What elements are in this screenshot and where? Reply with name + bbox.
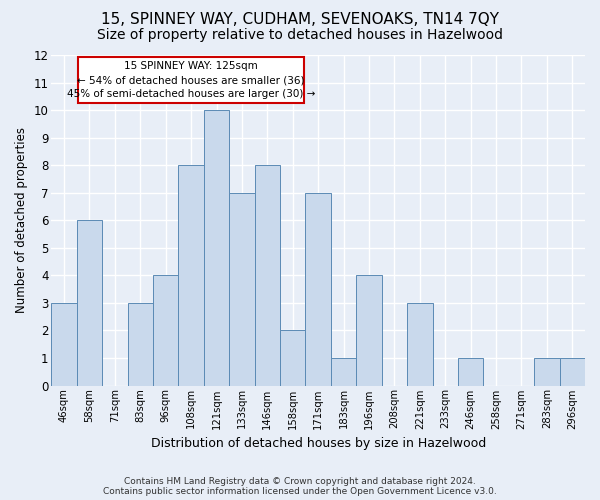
FancyBboxPatch shape	[78, 57, 304, 103]
Bar	[356, 276, 382, 386]
Bar	[153, 276, 178, 386]
Bar	[305, 192, 331, 386]
Text: Contains HM Land Registry data © Crown copyright and database right 2024.: Contains HM Land Registry data © Crown c…	[124, 477, 476, 486]
Bar	[331, 358, 356, 386]
Bar	[229, 192, 254, 386]
Bar	[534, 358, 560, 386]
Y-axis label: Number of detached properties: Number of detached properties	[15, 128, 28, 314]
Bar	[52, 303, 77, 386]
Bar	[254, 165, 280, 386]
Text: Size of property relative to detached houses in Hazelwood: Size of property relative to detached ho…	[97, 28, 503, 42]
Text: Contains public sector information licensed under the Open Government Licence v3: Contains public sector information licen…	[103, 487, 497, 496]
Bar	[178, 165, 204, 386]
Bar	[407, 303, 433, 386]
Bar	[204, 110, 229, 386]
Bar	[458, 358, 484, 386]
Text: 15 SPINNEY WAY: 125sqm
← 54% of detached houses are smaller (36)
45% of semi-det: 15 SPINNEY WAY: 125sqm ← 54% of detached…	[67, 61, 315, 99]
Bar	[128, 303, 153, 386]
Text: 15, SPINNEY WAY, CUDHAM, SEVENOAKS, TN14 7QY: 15, SPINNEY WAY, CUDHAM, SEVENOAKS, TN14…	[101, 12, 499, 28]
Bar	[77, 220, 102, 386]
Bar	[280, 330, 305, 386]
X-axis label: Distribution of detached houses by size in Hazelwood: Distribution of detached houses by size …	[151, 437, 486, 450]
Bar	[560, 358, 585, 386]
